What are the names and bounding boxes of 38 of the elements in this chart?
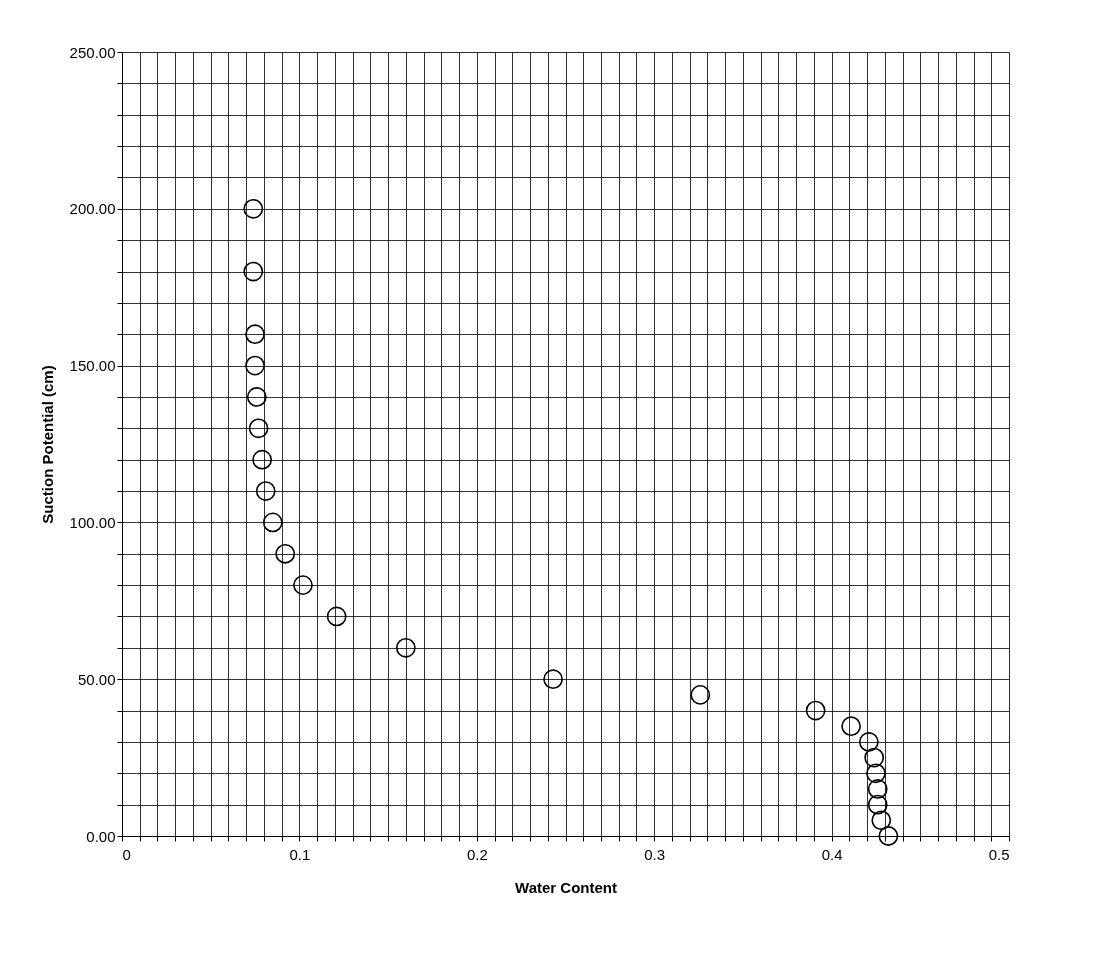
point xyxy=(867,779,888,799)
point xyxy=(805,700,826,721)
point xyxy=(858,732,879,752)
x-tick-label: 0.4 xyxy=(821,845,843,863)
point xyxy=(262,512,283,533)
point xyxy=(326,606,347,627)
y-tick-label: 150.00 xyxy=(69,357,116,375)
point xyxy=(841,716,861,737)
point xyxy=(690,685,711,705)
x-tick-label: 0.3 xyxy=(644,845,666,863)
y-tick-label: 0.00 xyxy=(86,827,116,845)
x-tick-label: 0.1 xyxy=(289,845,311,863)
point xyxy=(878,826,899,846)
point xyxy=(246,387,267,407)
x-tick-label: 0.5 xyxy=(988,845,1010,863)
point xyxy=(255,481,276,501)
x-tick-label: 0.2 xyxy=(466,845,488,863)
point xyxy=(248,418,269,439)
x-axis-title: Water Content xyxy=(515,878,617,896)
point xyxy=(871,810,892,831)
point xyxy=(543,669,563,690)
y-axis-title: Suction Potential (cm) xyxy=(38,365,56,524)
point xyxy=(243,261,264,282)
point xyxy=(867,794,888,815)
point xyxy=(243,198,264,219)
point xyxy=(245,324,265,345)
point xyxy=(293,575,313,595)
point xyxy=(864,747,885,768)
point xyxy=(245,355,265,376)
point xyxy=(866,763,886,784)
y-tick-label: 100.00 xyxy=(69,513,116,531)
y-tick-label: 250.00 xyxy=(69,43,116,61)
y-tick-label: 50.00 xyxy=(77,670,116,688)
y-tick-label: 200.00 xyxy=(69,200,116,218)
point xyxy=(395,637,416,658)
point xyxy=(252,449,273,470)
point xyxy=(275,543,296,564)
x-tick-label: 0 xyxy=(122,845,131,863)
